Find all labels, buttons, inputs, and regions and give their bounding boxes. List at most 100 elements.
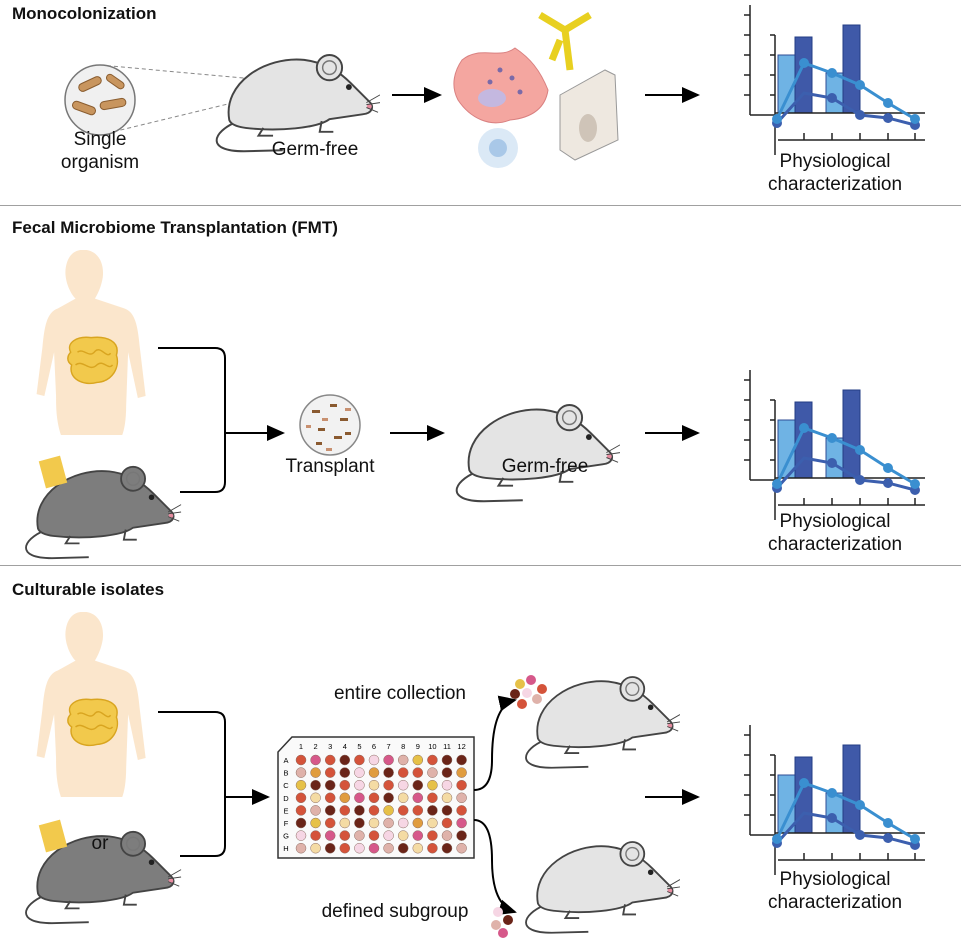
plate-column-label: 7 (387, 742, 391, 751)
plate-row-label: F (284, 819, 289, 828)
plate-column-label: 6 (372, 742, 376, 751)
plate-column-label: 11 (443, 742, 451, 751)
plate-well (339, 754, 351, 766)
plate-well (441, 792, 453, 804)
plate-column-label: 9 (416, 742, 420, 751)
plate-row-label: E (283, 806, 288, 815)
result-label-line1: Physiological (779, 869, 891, 890)
plate-well (456, 779, 467, 791)
plate-well (310, 805, 321, 816)
plate-well (427, 817, 438, 829)
plate-well (456, 830, 467, 841)
defined-subgroup-label: defined subgroup (321, 901, 469, 922)
immune-cells-illustration (453, 11, 619, 168)
merge-arrow (158, 711, 268, 857)
section-divider (0, 205, 961, 206)
plate-well (295, 830, 307, 841)
section-divider (0, 565, 961, 566)
plate-well (324, 842, 336, 854)
plate-well (324, 830, 336, 841)
section-title: Fecal Microbiome Transplantation (FMT) (12, 218, 338, 237)
plate-well (295, 792, 307, 804)
plate-well (456, 817, 467, 829)
plate-well (310, 830, 321, 841)
plate-well (310, 792, 321, 804)
plate-well (383, 779, 394, 791)
plate-well (412, 767, 424, 778)
plate-well (310, 817, 321, 829)
result-label: Physiological characterization (740, 150, 930, 196)
plate-well (339, 792, 351, 804)
plate-well (295, 817, 307, 829)
plate-well (397, 817, 409, 829)
section-title: Monocolonization (12, 4, 157, 23)
plate-column-label: 5 (357, 742, 361, 751)
plate-well (441, 842, 453, 854)
result-label-line2: characterization (767, 892, 903, 913)
plate-well (397, 805, 409, 816)
plate-well (368, 767, 380, 778)
plate-well (295, 805, 307, 816)
plate-well (383, 842, 394, 854)
plate-well (354, 792, 365, 804)
germ-free-mouse (455, 404, 620, 503)
transplant-label: Transplant (285, 456, 375, 477)
plate-well (383, 767, 394, 778)
plate-well (397, 830, 409, 841)
plate-well (412, 817, 424, 829)
result-label-line1: Physiological (779, 511, 891, 532)
human-donor (35, 250, 147, 435)
plate-row-label: G (283, 832, 289, 841)
plate-well (397, 792, 409, 804)
collection-dots (510, 675, 547, 709)
plate-row-label: A (283, 756, 288, 765)
plate-well (310, 754, 321, 766)
result-label-line2: characterization (767, 174, 903, 195)
plate-well (339, 805, 351, 816)
single-organism-label: Single organism (60, 129, 140, 173)
plate-well (354, 779, 365, 791)
plate-well (310, 767, 321, 778)
plate-well (383, 830, 394, 841)
plate-well (368, 805, 380, 816)
split-arrow-down (473, 819, 517, 915)
plate-well (324, 817, 336, 829)
plate-well (310, 842, 321, 854)
entire-collection-label: entire collection (333, 683, 467, 704)
plate-well (324, 767, 336, 778)
subgroup-dots (491, 907, 513, 938)
physiological-chart (742, 5, 927, 155)
plate-well (339, 779, 351, 791)
single-organism-magnifier (64, 64, 266, 136)
human-donor (35, 612, 147, 797)
plate-well (368, 754, 380, 766)
plate-well (456, 842, 467, 854)
plate-row-label: H (283, 844, 288, 853)
plate-well (383, 817, 394, 829)
plate-column-label: 10 (428, 742, 436, 751)
plate-well (383, 792, 394, 804)
plate-well (427, 792, 438, 804)
plate-well (412, 779, 424, 791)
physiological-chart (742, 725, 927, 875)
plate-well (339, 842, 351, 854)
plate-well (427, 830, 438, 841)
or-label: or (91, 833, 109, 854)
plate-well (295, 842, 307, 854)
plate-well (441, 817, 453, 829)
plate-well (397, 754, 409, 766)
plate-well (310, 779, 321, 791)
plate-row-label: B (283, 769, 288, 778)
plate-row-label: D (283, 794, 289, 803)
transplant-dish (299, 394, 361, 456)
result-label: Physiological characterization (740, 868, 930, 914)
colonized-mouse-collection (525, 676, 680, 769)
plate-well (456, 805, 467, 816)
result-label: Physiological characterization (740, 510, 930, 556)
plate-well (354, 805, 365, 816)
section-title: Culturable isolates (12, 580, 165, 599)
plate-well (412, 792, 424, 804)
